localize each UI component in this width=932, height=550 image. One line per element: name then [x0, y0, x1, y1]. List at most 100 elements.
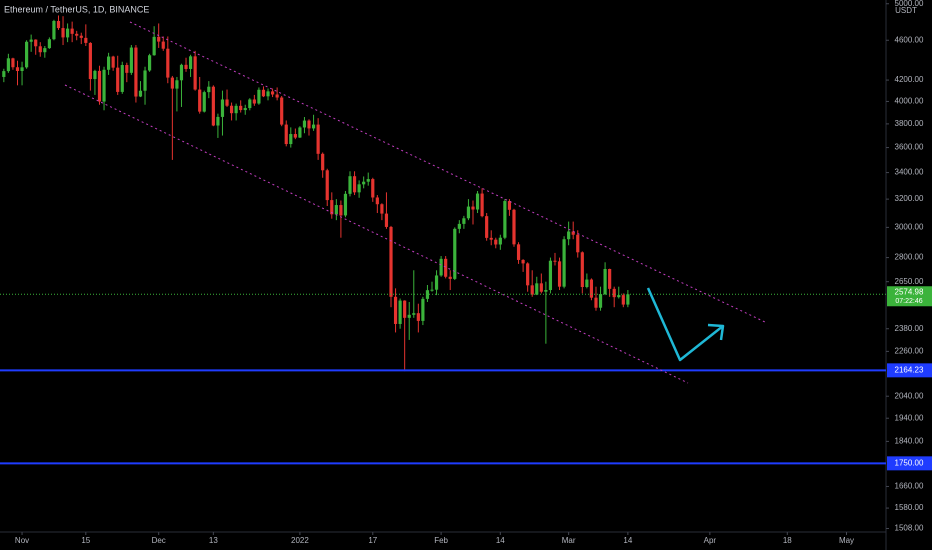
y-tick-label: 4000.00	[895, 97, 924, 106]
y-tick-label: 1580.00	[895, 503, 924, 512]
candle-body	[198, 89, 202, 112]
candle-body	[239, 105, 243, 111]
candle-body	[252, 99, 256, 104]
y-tick-label: 1940.00	[895, 413, 924, 422]
candle-body	[207, 86, 211, 93]
x-tick-label: Dec	[152, 536, 166, 545]
candle-body	[626, 294, 630, 305]
y-tick-label: 3800.00	[895, 119, 924, 128]
candle-body	[352, 176, 357, 193]
candle-body	[485, 216, 489, 238]
candle-body	[38, 46, 42, 53]
x-tick-label: Nov	[15, 536, 29, 545]
candle-body	[617, 295, 621, 298]
candle-body	[248, 99, 252, 109]
candle-body	[339, 205, 343, 216]
y-tick-label: 3400.00	[895, 168, 924, 177]
candle-body	[70, 28, 74, 34]
candle-body	[47, 39, 51, 49]
x-tick-label: 15	[81, 536, 90, 545]
y-tick-label: 4600.00	[895, 35, 924, 44]
candle-body	[234, 105, 238, 114]
y-tick-label: 4200.00	[895, 75, 924, 84]
x-tick-label: 13	[209, 536, 218, 545]
candle-body	[375, 197, 379, 205]
x-tick-label: Apr	[704, 536, 717, 545]
candle-body	[444, 258, 448, 277]
projection-arrow	[646, 287, 724, 362]
candle-body	[220, 99, 225, 117]
candle-body	[188, 56, 193, 69]
candle-body	[152, 36, 156, 56]
candle-body	[380, 204, 384, 214]
candle-body	[475, 193, 480, 210]
candle-body	[598, 294, 603, 308]
candle-body	[11, 58, 15, 68]
channel-upper	[129, 21, 766, 323]
candle-body	[229, 105, 234, 114]
currency-label: USDT	[895, 6, 917, 15]
candle-body	[15, 67, 20, 72]
candle-body	[289, 134, 293, 145]
candle-body	[589, 279, 594, 298]
y-tick-label: 1508.00	[895, 524, 924, 533]
candle-body	[184, 64, 188, 69]
candle-body	[439, 258, 443, 276]
candle-body	[316, 124, 320, 154]
candle-body	[357, 184, 361, 193]
candle-body	[603, 268, 607, 295]
candle-body	[6, 58, 10, 72]
candle-body	[494, 239, 498, 245]
candle-body	[366, 179, 370, 182]
x-tick-label: May	[839, 536, 854, 545]
candle-body	[480, 193, 484, 217]
candle-body	[111, 56, 115, 68]
x-tick-label: 17	[368, 536, 377, 545]
candle-body	[211, 86, 215, 126]
candle-body	[61, 28, 65, 38]
candle-body	[266, 91, 270, 97]
candle-body	[421, 298, 425, 321]
y-tick-label: 1660.00	[895, 482, 924, 491]
candle-body	[298, 127, 302, 138]
x-tick-label: 2022	[291, 536, 309, 545]
candle-body	[334, 205, 338, 215]
candle-body	[280, 97, 284, 125]
chart-title: Ethereum / TetherUS, 1D, BINANCE	[4, 4, 149, 14]
candle-body	[567, 231, 571, 240]
candle-body	[261, 89, 266, 97]
arrow-head	[707, 323, 725, 341]
candle-body	[29, 39, 33, 42]
candle-body	[307, 120, 311, 129]
candle-body	[389, 226, 393, 297]
candle-body	[585, 279, 589, 288]
labels: 5000.00 4600.00 4200.00 4000.00 3800.00 3600.…	[15, 0, 932, 545]
candle-body	[580, 252, 584, 288]
hline-label-box	[887, 456, 932, 471]
candle-body	[125, 65, 129, 73]
candle-body	[530, 285, 534, 295]
candle-body	[416, 313, 420, 321]
candle-body	[116, 67, 120, 92]
y-tick-label: 1840.00	[895, 437, 924, 446]
candle-body	[84, 37, 88, 43]
candle-body	[448, 276, 452, 279]
candle-body	[507, 201, 512, 210]
y-tick-label: 2800.00	[895, 253, 924, 262]
last-price-label: 2574.98	[895, 287, 924, 296]
candle-body	[97, 70, 102, 102]
countdown-label: 07:22:46	[895, 298, 922, 305]
candle-body	[302, 120, 307, 128]
candle-body	[52, 20, 56, 40]
candle-body	[434, 275, 439, 290]
candle-body	[393, 296, 398, 324]
candle-body	[2, 71, 6, 77]
y-tick-label: 2650.00	[895, 277, 924, 286]
candle-body	[79, 35, 83, 38]
candle-body	[93, 70, 97, 80]
y-tick-label: 3600.00	[895, 143, 924, 152]
plot	[0, 15, 886, 465]
candle-body	[293, 134, 297, 138]
candle-body	[325, 170, 329, 201]
